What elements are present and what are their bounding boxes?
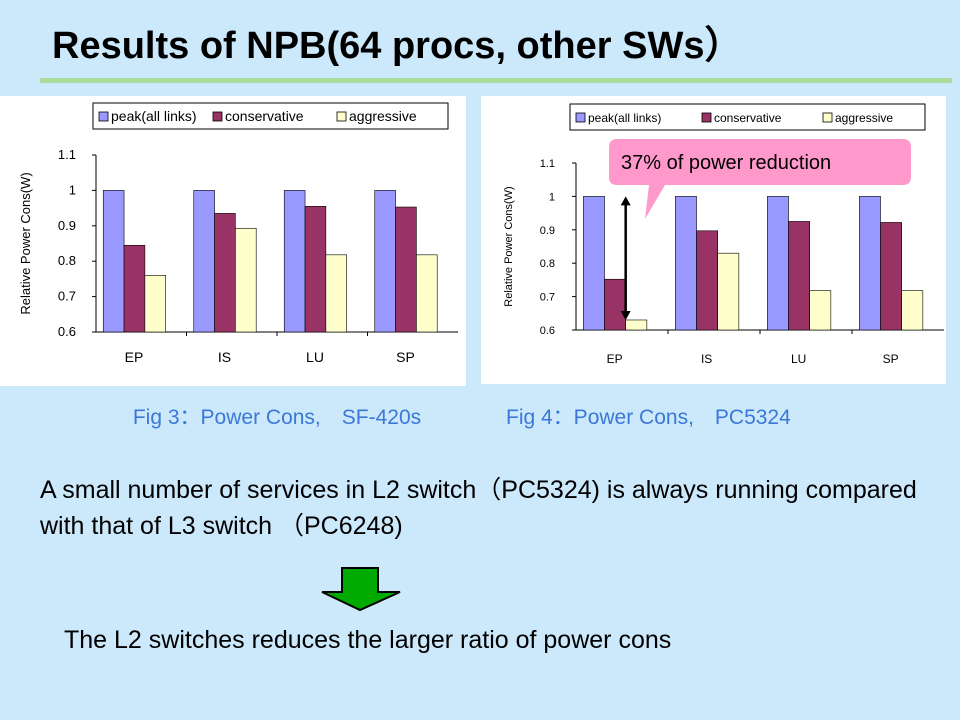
bar-lu-2 <box>809 290 832 331</box>
legend-label-0: peak(all links) <box>111 108 197 124</box>
bar-sp-0 <box>374 190 396 333</box>
bar-ep-2 <box>625 319 648 331</box>
chart-fig3-panel: peak(all links) conservative aggressive 0.6… <box>0 96 466 386</box>
y-tick-label-3: 0.9 <box>58 218 76 233</box>
bar-sp-2 <box>416 254 438 333</box>
annotation-text: 37% of power reduction <box>621 152 831 174</box>
bar-is-1 <box>696 230 718 331</box>
x-category-label-3: SP <box>883 352 899 366</box>
legend-swatch-1 <box>701 112 712 123</box>
bar-ep-0 <box>102 190 125 333</box>
conclusion-text: The L2 switches reduces the larger ratio… <box>64 626 672 654</box>
y-tick-label-5: 1.1 <box>540 158 555 170</box>
bar-sp-0 <box>859 196 881 331</box>
bar-lu-1 <box>304 206 327 333</box>
legend-label-1: conservative <box>225 108 304 124</box>
y-tick-label-4: 1 <box>69 182 76 197</box>
legend-swatch-2 <box>336 111 347 122</box>
legend-label-2: aggressive <box>349 108 417 124</box>
legend-swatch-0 <box>98 111 109 122</box>
reduction-arrow-down-icon <box>620 310 631 320</box>
bar-sp-1 <box>880 222 902 331</box>
bar-is-0 <box>193 190 215 333</box>
x-category-label-0: EP <box>607 352 623 366</box>
x-category-label-3: SP <box>396 349 415 365</box>
x-category-label-0: EP <box>125 349 144 365</box>
legend-swatch-2 <box>822 112 833 123</box>
slide-title: Results of NPB(64 procs, other SWs） <box>52 25 743 67</box>
bar-sp-1 <box>395 206 417 333</box>
bar-ep-2 <box>144 275 166 333</box>
down-arrow-icon <box>321 567 401 612</box>
y-tick-label-2: 0.8 <box>58 253 76 268</box>
caption-fig4: Fig 4：Power Cons, PC5324 <box>506 406 791 429</box>
bar-ep-1 <box>604 278 626 331</box>
x-category-label-1: IS <box>218 349 231 365</box>
legend-label-2: aggressive <box>835 111 893 125</box>
bar-sp-2 <box>901 290 924 331</box>
chart-fig4: peak(all links) conservative aggressive 0.6… <box>503 103 944 366</box>
legend-label-0: peak(all links) <box>588 111 661 125</box>
x-category-label-1: IS <box>701 352 712 366</box>
bar-is-1 <box>214 213 236 333</box>
title-underline <box>40 78 952 83</box>
bar-is-0 <box>675 196 697 331</box>
y-tick-label-3: 0.9 <box>540 225 555 237</box>
legend-label-1: conservative <box>714 111 782 125</box>
x-category-label-2: LU <box>791 352 806 366</box>
y-tick-label-4: 1 <box>549 191 555 203</box>
caption-fig3: Fig 3：Power Cons, SF-420s <box>132 406 422 429</box>
annotation-callout <box>609 139 911 219</box>
chart-fig3: peak(all links) conservative aggressive 0.6… <box>18 102 458 365</box>
legend-swatch-0 <box>575 112 586 123</box>
y-tick-label-1: 0.7 <box>540 292 555 304</box>
y-axis-label: Relative Power Cons(W) <box>503 186 515 306</box>
bar-lu-2 <box>325 254 347 333</box>
bar-lu-1 <box>788 221 810 331</box>
bar-lu-0 <box>767 196 789 331</box>
y-tick-label-2: 0.8 <box>540 258 555 270</box>
bar-lu-0 <box>283 190 306 333</box>
bar-is-2 <box>235 227 257 333</box>
bar-ep-0 <box>583 196 605 331</box>
y-tick-label-5: 1.1 <box>58 147 76 162</box>
chart-fig4-panel: peak(all links) conservative aggressive 0.6… <box>481 96 946 384</box>
legend-box <box>92 102 449 130</box>
legend-box <box>569 103 926 131</box>
y-tick-label-0: 0.6 <box>58 324 76 339</box>
legend-swatch-1 <box>212 111 223 122</box>
body-paragraph: A small number of services in L2 switch（… <box>40 476 917 540</box>
bar-ep-1 <box>123 244 146 333</box>
bar-is-2 <box>717 252 740 331</box>
reduction-arrow-up-icon <box>620 196 631 206</box>
y-tick-label-1: 0.7 <box>58 289 76 304</box>
y-tick-label-0: 0.6 <box>540 325 555 337</box>
x-category-label-2: LU <box>306 349 324 365</box>
y-axis-label: Relative Power Cons(W) <box>18 172 33 314</box>
